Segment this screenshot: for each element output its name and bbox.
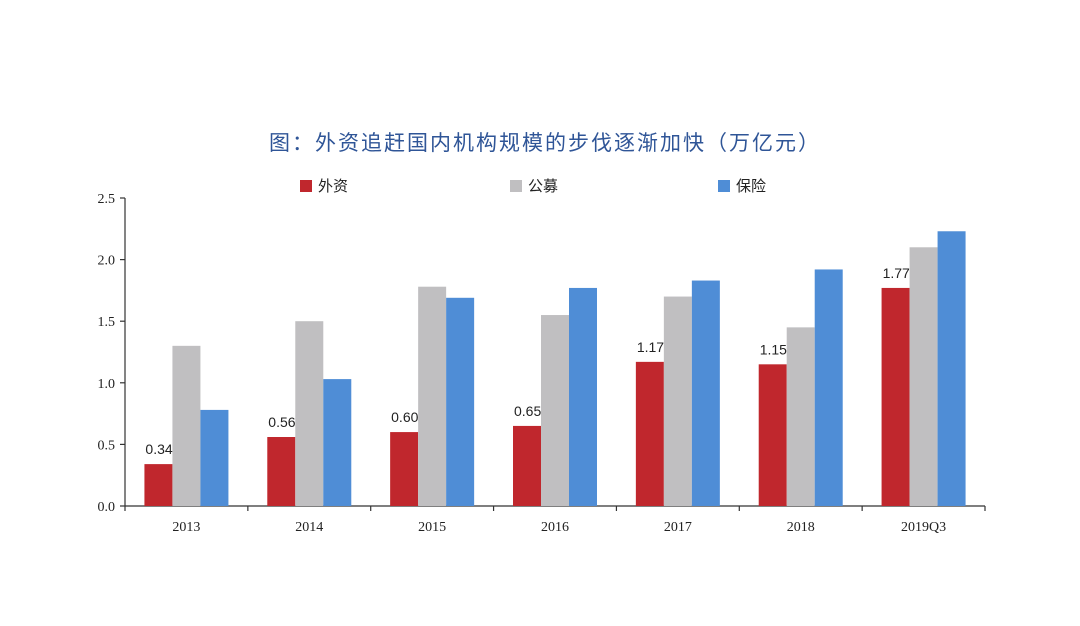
data-label: 0.56 [268,414,295,430]
y-tick-label: 1.5 [98,315,116,330]
bars [144,231,966,506]
legend-swatch [510,180,522,192]
legend-label: 公募 [528,177,558,195]
y-tick-label: 2.0 [98,254,116,269]
bar-公募-2019Q3 [909,247,938,506]
bar-保险-2013 [200,409,229,506]
bar-保险-2016 [569,287,597,506]
y-tick-label: 0.5 [98,438,116,453]
bar-公募-2015 [418,286,447,506]
data-label: 0.65 [514,403,541,419]
x-tick-label: 2013 [172,520,200,535]
bar-保险-2017 [691,280,720,506]
bar-外资-2016 [513,425,541,506]
legend-label: 外资 [318,177,348,195]
legend: 外资 公募 保险 [300,177,766,195]
legend-swatch [718,180,730,192]
x-tick-label: 2015 [418,520,446,535]
bar-外资-2017 [635,361,664,506]
data-labels: 0.34 0.56 0.60 0.65 1.17 1.15 1.77 [145,265,910,457]
data-label: 0.60 [391,409,418,425]
bar-公募-2017 [663,296,692,506]
bar-公募-2018 [786,327,815,506]
y-tick-label: 0.0 [98,500,116,515]
x-tick-label: 2014 [295,520,323,535]
y-tick-label: 1.0 [98,377,116,392]
bar-外资-2018 [758,364,787,506]
data-label: 1.17 [637,339,664,355]
bar-外资-2015 [390,432,419,506]
bar-保险-2018 [814,269,843,506]
bar-公募-2014 [295,321,324,506]
data-label: 1.77 [883,265,910,281]
data-label: 0.34 [145,441,172,457]
bar-外资-2019Q3 [881,287,910,506]
bar-保险-2015 [446,297,475,506]
x-tick-label: 2016 [541,520,569,535]
legend-label: 保险 [736,177,766,195]
x-tick-label: 2019Q3 [901,520,946,535]
y-tick-label: 2.5 [98,192,116,207]
bar-外资-2013 [144,464,173,506]
legend-swatch [300,180,312,192]
x-tick-label: 2018 [787,520,815,535]
x-tick-label: 2017 [664,520,692,535]
chart-title: 图：外资追赶国内机构规模的步伐逐渐加快（万亿元） [269,131,821,155]
bar-保险-2019Q3 [937,231,966,506]
bar-外资-2014 [267,437,296,506]
bar-公募-2016 [541,315,569,506]
bar-保险-2014 [323,379,352,506]
bar-公募-2013 [172,345,201,506]
data-label: 1.15 [760,341,787,357]
